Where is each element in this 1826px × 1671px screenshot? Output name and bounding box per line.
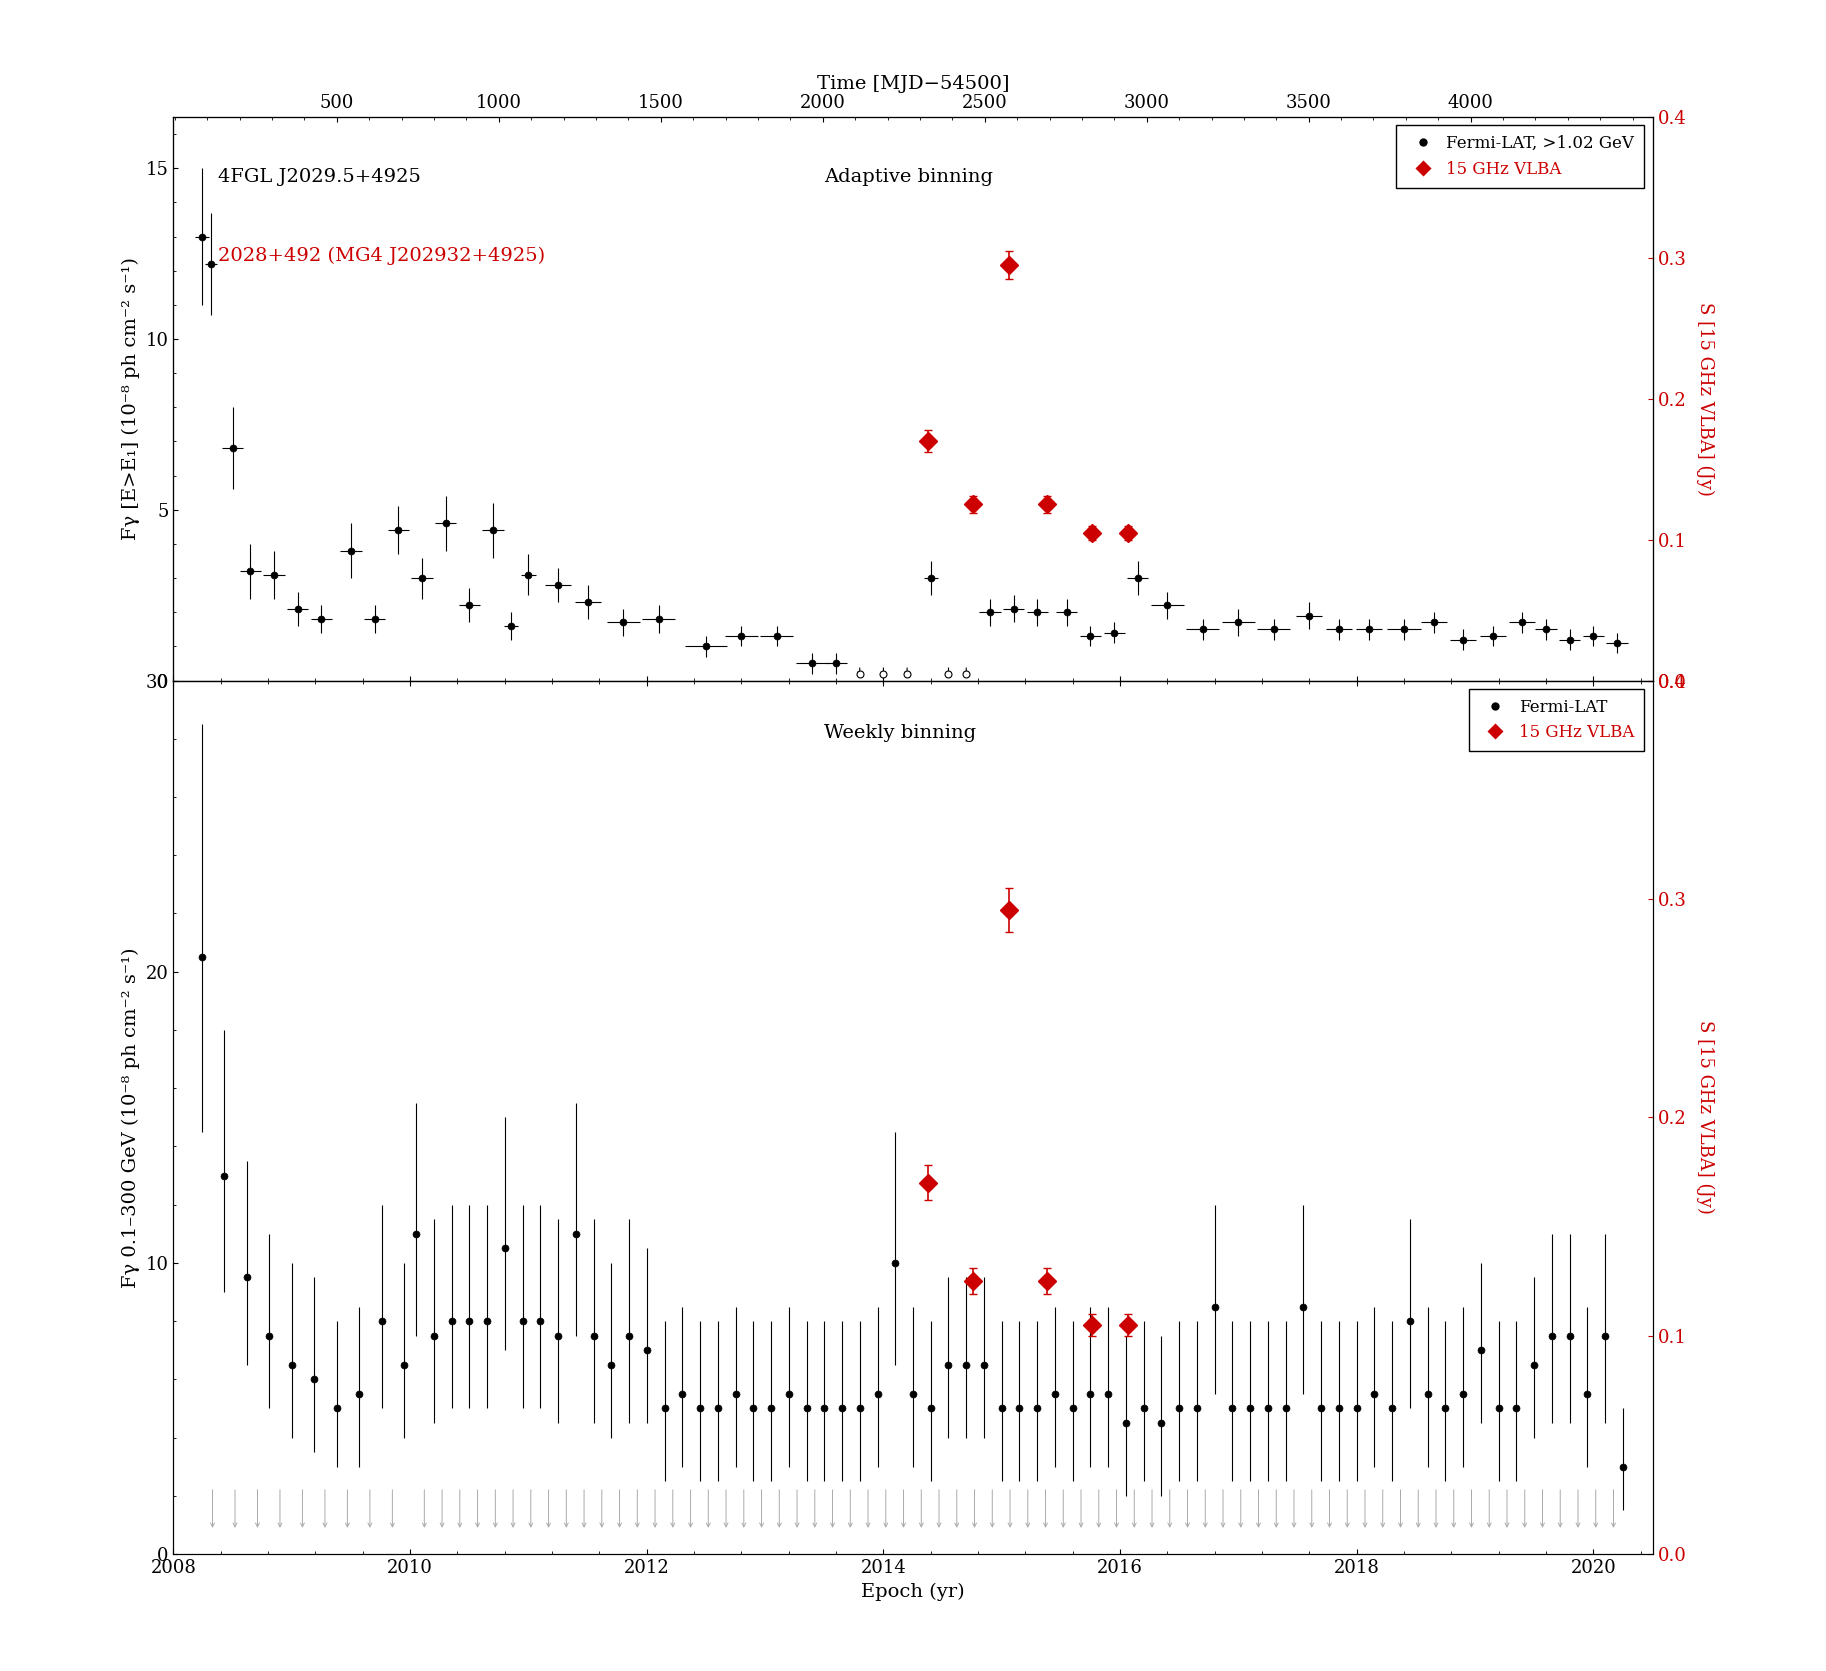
Legend: Fermi-LAT, >1.02 GeV, 15 GHz VLBA: Fermi-LAT, >1.02 GeV, 15 GHz VLBA <box>1397 125 1643 187</box>
X-axis label: Epoch (yr): Epoch (yr) <box>862 1582 964 1601</box>
X-axis label: Time [MJD−54500]: Time [MJD−54500] <box>816 75 1010 92</box>
Text: Adaptive binning: Adaptive binning <box>824 167 993 185</box>
Y-axis label: Fγ [E>E₁] (10⁻⁸ ph cm⁻² s⁻¹): Fγ [E>E₁] (10⁻⁸ ph cm⁻² s⁻¹) <box>122 257 141 540</box>
Text: 4FGL J2029.5+4925: 4FGL J2029.5+4925 <box>217 167 420 185</box>
Y-axis label: S [15 GHz VLBA] (Jy): S [15 GHz VLBA] (Jy) <box>1696 302 1715 496</box>
Text: 2028+492 (MG4 J202932+4925): 2028+492 (MG4 J202932+4925) <box>217 247 544 264</box>
Legend: Fermi-LAT, 15 GHz VLBA: Fermi-LAT, 15 GHz VLBA <box>1468 688 1643 752</box>
Text: Weekly binning: Weekly binning <box>824 724 977 742</box>
Y-axis label: Fγ 0.1–300 GeV (10⁻⁸ ph cm⁻² s⁻¹): Fγ 0.1–300 GeV (10⁻⁸ ph cm⁻² s⁻¹) <box>122 947 141 1288</box>
Y-axis label: S [15 GHz VLBA] (Jy): S [15 GHz VLBA] (Jy) <box>1696 1021 1715 1215</box>
